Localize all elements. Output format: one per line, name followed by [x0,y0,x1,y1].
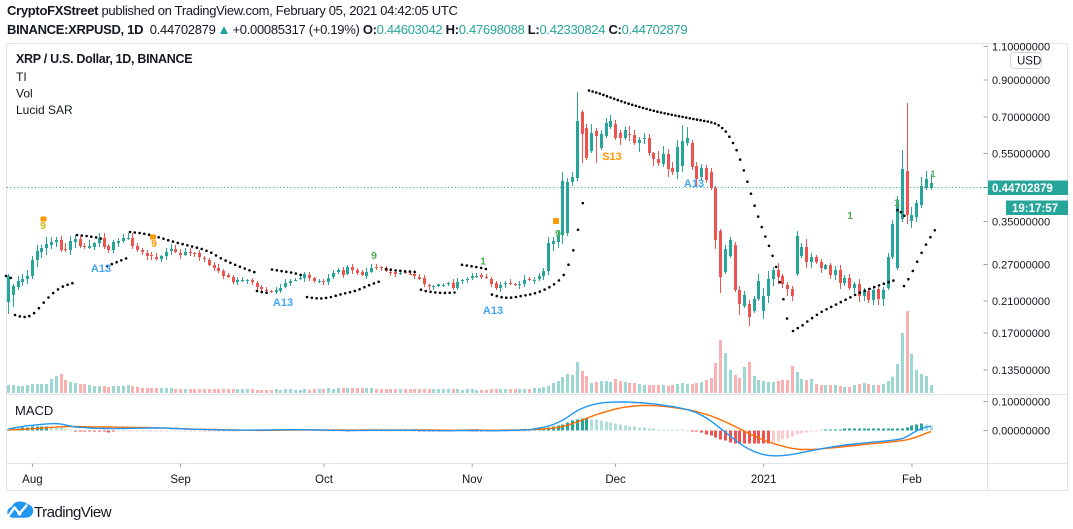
svg-text:1.10000000: 1.10000000 [992,42,1050,54]
svg-text:A13: A13 [483,305,503,317]
svg-text:1: 1 [930,169,935,179]
svg-text:0.44702879: 0.44702879 [992,183,1053,195]
svg-text:S13: S13 [602,151,622,163]
svg-text:9: 9 [40,220,46,232]
svg-text:9: 9 [151,238,157,250]
svg-text:9: 9 [555,228,561,240]
svg-text:0.10000000: 0.10000000 [992,397,1050,409]
svg-text:0.27000000: 0.27000000 [992,260,1050,272]
svg-text:0.55000000: 0.55000000 [992,149,1050,161]
svg-text:19:17:57: 19:17:57 [1012,203,1058,215]
svg-text:A13: A13 [273,297,293,309]
svg-text:Oct: Oct [315,474,334,486]
svg-text:USD: USD [1017,56,1041,68]
svg-text:Feb: Feb [902,474,922,486]
svg-text:1: 1 [847,210,853,222]
svg-text:TradingView: TradingView [34,504,112,521]
svg-text:A13: A13 [684,178,704,190]
svg-text:0.21000000: 0.21000000 [992,296,1050,308]
svg-text:0.17000000: 0.17000000 [992,328,1050,340]
svg-text:Nov: Nov [462,474,483,486]
svg-text:2021: 2021 [751,474,777,486]
svg-text:TI: TI [16,70,27,84]
svg-text:1: 1 [480,256,486,268]
svg-text:XRP / U.S. Dollar, 1D, BINANCE: XRP / U.S. Dollar, 1D, BINANCE [16,52,192,66]
svg-text:0.00000000: 0.00000000 [992,426,1050,438]
svg-text:0.90000000: 0.90000000 [992,75,1050,87]
svg-text:9: 9 [371,250,377,262]
svg-text:0.13500000: 0.13500000 [992,365,1050,377]
svg-text:Lucid SAR: Lucid SAR [16,103,73,117]
svg-text:Aug: Aug [22,474,42,486]
svg-text:A13: A13 [91,263,111,275]
svg-text:1: 1 [894,197,900,209]
svg-text:Vol: Vol [16,87,33,101]
svg-text:0.35000000: 0.35000000 [992,217,1050,229]
svg-text:Dec: Dec [605,474,626,486]
svg-text:0.70000000: 0.70000000 [992,112,1050,124]
svg-text:MACD: MACD [15,403,53,418]
svg-text:Sep: Sep [170,474,190,486]
